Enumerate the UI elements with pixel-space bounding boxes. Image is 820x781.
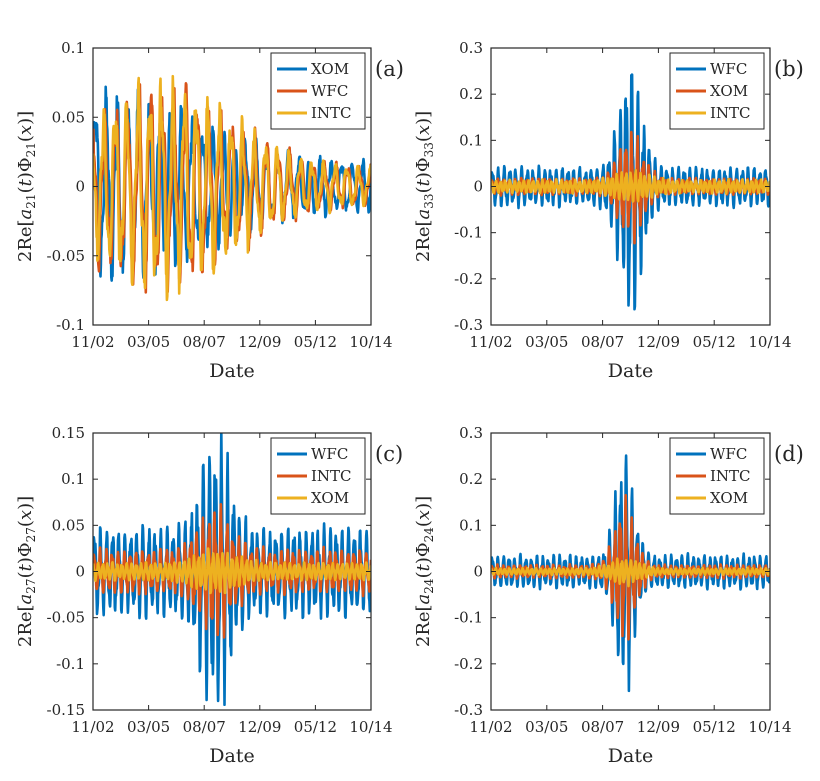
x-tick-label: 12/09 [238,718,281,736]
y-tick-label: 0.1 [459,516,483,534]
x-tick-label: 12/09 [637,718,680,736]
x-tick-label: 10/14 [748,333,791,351]
x-tick-label: 12/09 [238,333,281,351]
legend-entry-intc: INTC [710,104,751,122]
y-tick-label: -0.3 [454,701,483,719]
y-tick-label: -0.1 [56,655,85,673]
series-line-intc [93,74,371,302]
series-line-intc [491,168,770,203]
y-tick-label: 0 [473,563,483,581]
x-tick-label: 03/05 [127,718,170,736]
y-tick-label: 0.15 [52,424,85,442]
panel-b: -0.3 -0.2 -0.1 0 0.1 0.2 0.3 11/02 03/05 08/07 12/… [413,39,804,382]
legend-entry-wfc: WFC [710,445,747,463]
x-tick-label: 03/05 [525,718,568,736]
x-tick-label: 05/12 [294,333,337,351]
x-tick-label: 12/09 [637,333,680,351]
y-tick-label: 0 [473,178,483,196]
x-tick-label: 08/07 [183,718,226,736]
series-lines [93,433,371,707]
y-tick-label: -0.2 [454,270,483,288]
legend-entry-intc: INTC [710,467,751,485]
x-tick-label: 05/12 [294,718,337,736]
y-tick-label: -0.1 [454,224,483,242]
x-tick-label: 10/14 [349,333,392,351]
y-tick-label: -0.05 [47,247,85,265]
y-tick-label: 0 [75,178,85,196]
y-tick-label: 0.2 [459,470,483,488]
legend-entry-intc: INTC [311,104,352,122]
panel-label: (d) [774,442,804,466]
y-tick-label: 0.1 [61,39,85,57]
panel-label: (a) [375,57,404,81]
y-tick-label: -0.1 [454,609,483,627]
panel-label: (c) [375,442,403,466]
x-tick-label: 03/05 [525,333,568,351]
series-lines [491,73,770,311]
legend-entry-intc: INTC [311,467,352,485]
x-tick-label: 08/07 [581,718,624,736]
legend-entry-wfc: WFC [710,60,747,78]
legend-entry-wfc: WFC [311,82,348,100]
x-axis-label: Date [209,745,254,767]
y-tick-label: -0.3 [454,316,483,334]
x-axis-label: Date [608,360,653,382]
panel-a: -0.1 -0.05 0 0.05 0.1 11/02 03/05 08/07 12/09 05/… [15,39,404,382]
y-tick-label: 0.05 [52,108,85,126]
y-axis-label: 2Re[a33(t)Φ33(x)] [413,111,436,262]
x-tick-label: 03/05 [127,333,170,351]
panel-c: -0.15 -0.1 -0.05 0 0.05 0.1 0.15 11/02 03/05 08/0… [15,424,403,767]
x-tick-label: 11/02 [469,333,512,351]
x-tick-label: 10/14 [748,718,791,736]
y-tick-label: 0.2 [459,85,483,103]
legend: WFC XOM INTC [669,52,765,130]
panel-d: -0.3 -0.2 -0.1 0 0.1 0.2 0.3 11/02 03/05 08/07 12/… [413,424,804,767]
legend: WFC INTC XOM [669,437,765,515]
x-tick-label: 11/02 [469,718,512,736]
x-axis-label: Date [209,360,254,382]
legend-entry-xom: XOM [311,489,349,507]
legend-entry-xom: XOM [311,60,349,78]
panel-label: (b) [774,57,804,81]
x-axis-label: Date [608,745,653,767]
y-axis-label: 2Re[a24(t)Φ24(x)] [413,496,436,647]
x-tick-label: 11/02 [71,333,114,351]
x-tick-label: 05/12 [693,718,736,736]
y-tick-label: 0 [75,563,85,581]
series-lines [93,74,371,302]
legend-entry-wfc: WFC [311,445,348,463]
x-tick-label: 11/02 [71,718,114,736]
y-tick-label: 0.3 [459,424,483,442]
x-tick-label: 08/07 [183,333,226,351]
y-tick-label: -0.05 [47,609,85,627]
series-line-xom [93,547,371,595]
y-tick-label: -0.1 [56,316,85,334]
y-axis-label: 2Re[a27(t)Φ27(x)] [15,496,38,647]
y-tick-label: 0.1 [459,131,483,149]
legend: WFC INTC XOM [270,437,366,515]
y-tick-label: 0.3 [459,39,483,57]
legend: XOM WFC INTC [270,52,366,130]
x-tick-label: 08/07 [581,333,624,351]
x-tick-label: 10/14 [349,718,392,736]
y-tick-label: 0.1 [61,470,85,488]
y-tick-label: 0.05 [52,516,85,534]
series-lines [491,454,770,693]
y-axis-label: 2Re[a21(t)Φ21(x)] [15,111,38,262]
x-tick-label: 05/12 [693,333,736,351]
legend-entry-xom: XOM [710,489,748,507]
y-tick-label: -0.2 [454,655,483,673]
y-tick-label: -0.15 [47,701,85,719]
legend-entry-xom: XOM [710,82,748,100]
series-line-xom [491,557,770,588]
